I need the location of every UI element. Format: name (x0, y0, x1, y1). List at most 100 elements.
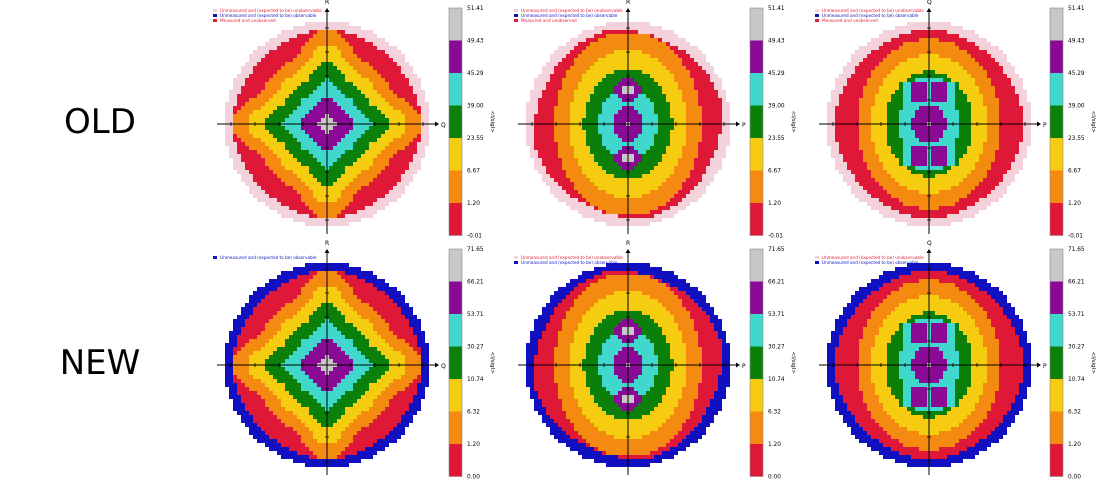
heatmap-cell (361, 106, 365, 110)
heatmap-cell (237, 130, 241, 134)
heatmap-cell (694, 146, 698, 150)
heatmap-cell (903, 94, 907, 98)
heatmap-cell (301, 98, 305, 102)
heatmap-cell (273, 158, 277, 162)
heatmap-cell (341, 126, 345, 130)
heatmap-cell (634, 118, 638, 122)
heatmap-cell (285, 146, 289, 150)
heatmap-cell (361, 130, 365, 134)
vertical-axis-label: R (626, 0, 630, 6)
heatmap-cell (301, 78, 305, 82)
heatmap-cell (971, 90, 975, 94)
heatmap-cell (698, 178, 702, 182)
heatmap-cell (558, 170, 562, 174)
heatmap-cell (598, 206, 602, 210)
heatmap-cell (309, 130, 313, 134)
heatmap-cell (710, 158, 714, 162)
heatmap-cell (606, 94, 610, 98)
heatmap-cell (269, 182, 273, 186)
heatmap-cell (879, 74, 883, 78)
heatmap-cell (995, 94, 999, 98)
heatmap-cell (397, 106, 401, 110)
heatmap-cell (534, 86, 538, 90)
heatmap-cell (349, 78, 353, 82)
heatmap-cell (959, 66, 963, 70)
heatmap-cell (911, 98, 915, 102)
heatmap-cell (265, 178, 269, 182)
heatmap-cell (706, 118, 710, 122)
heatmap-cell (594, 154, 598, 158)
heatmap-cell (570, 142, 574, 146)
heatmap-cell (951, 66, 955, 70)
heatmap-cell (666, 70, 670, 74)
heatmap-cell (674, 82, 678, 86)
heatmap-cell (401, 130, 405, 134)
heatmap-cell (706, 158, 710, 162)
heatmap-cell (714, 98, 718, 102)
heatmap-cell (273, 182, 277, 186)
heatmap-cell (614, 146, 618, 150)
heatmap-cell (594, 186, 598, 190)
heatmap-cell (839, 74, 843, 78)
heatmap-cell (931, 62, 935, 66)
heatmap-cell (995, 78, 999, 82)
heatmap-cell (650, 150, 654, 154)
heatmap-cell (546, 90, 550, 94)
heatmap-cell (1015, 82, 1019, 86)
heatmap-cell (249, 90, 253, 94)
heatmap-cell (614, 78, 618, 82)
heatmap-cell (959, 82, 963, 86)
heatmap-cell (614, 82, 618, 86)
heatmap-cell (534, 118, 538, 122)
heatmap-cell (417, 102, 421, 106)
heatmap-cell (835, 78, 839, 82)
heatmap-cell (642, 74, 646, 78)
heatmap-cell (594, 86, 598, 90)
heatmap-cell (678, 98, 682, 102)
heatmap-cell (618, 50, 622, 54)
heatmap-cell (907, 34, 911, 38)
heatmap-cell (935, 46, 939, 50)
heatmap-cell (349, 194, 353, 198)
heatmap-cell (365, 94, 369, 98)
heatmap-cell (289, 78, 293, 82)
heatmap-cell (550, 58, 554, 62)
heatmap-cell (285, 194, 289, 198)
heatmap-cell (702, 54, 706, 58)
heatmap-cell (694, 50, 698, 54)
heatmap-cell (602, 130, 606, 134)
heatmap-cell (333, 190, 337, 194)
heatmap-cell (562, 126, 566, 130)
heatmap-cell (630, 38, 634, 42)
heatmap-cell (385, 90, 389, 94)
heatmap-cell (277, 142, 281, 146)
heatmap-cell (245, 90, 249, 94)
heatmap-cell (903, 74, 907, 78)
heatmap-cell (534, 158, 538, 162)
heatmap-cell (682, 130, 686, 134)
heatmap-cell (1015, 90, 1019, 94)
heatmap-cell (273, 146, 277, 150)
heatmap-cell (297, 106, 301, 110)
heatmap-cell (357, 42, 361, 46)
heatmap-cell (413, 106, 417, 110)
heatmap-cell (337, 42, 341, 46)
heatmap-cell (662, 186, 666, 190)
heatmap-cell (594, 194, 598, 198)
heatmap-cell (373, 46, 377, 50)
heatmap-cell (578, 54, 582, 58)
heatmap-cell (646, 102, 650, 106)
heatmap-cell (718, 110, 722, 114)
heatmap-cell (895, 86, 899, 90)
heatmap-cell (662, 86, 666, 90)
heatmap-cell (369, 34, 373, 38)
heatmap-cell (891, 66, 895, 70)
heatmap-cell (610, 74, 614, 78)
heatmap-cell (241, 150, 245, 154)
heatmap-cell (642, 22, 646, 26)
heatmap-cell (333, 206, 337, 210)
heatmap-cell (682, 90, 686, 94)
heatmap-cell (389, 154, 393, 158)
heatmap-cell (385, 158, 389, 162)
heatmap-cell (658, 130, 662, 134)
